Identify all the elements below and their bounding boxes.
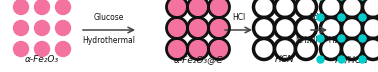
Circle shape: [321, 39, 341, 59]
Circle shape: [254, 17, 274, 39]
Circle shape: [341, 17, 363, 39]
Circle shape: [274, 39, 296, 59]
Circle shape: [166, 17, 187, 39]
Circle shape: [56, 41, 71, 57]
Circle shape: [254, 39, 274, 59]
Circle shape: [338, 35, 345, 42]
Circle shape: [363, 0, 378, 17]
Circle shape: [166, 0, 187, 17]
Circle shape: [254, 0, 274, 17]
Circle shape: [317, 35, 324, 42]
Circle shape: [296, 17, 316, 39]
Circle shape: [14, 0, 28, 14]
Circle shape: [34, 21, 50, 35]
Text: Glucose: Glucose: [94, 13, 124, 22]
Circle shape: [274, 0, 296, 17]
Circle shape: [338, 56, 345, 63]
Circle shape: [321, 0, 341, 17]
Circle shape: [187, 17, 209, 39]
Circle shape: [187, 0, 209, 17]
Text: Pd/HCN: Pd/HCN: [335, 56, 369, 65]
Circle shape: [341, 0, 363, 17]
Text: HCl: HCl: [232, 13, 245, 22]
Text: α-Fe₂O₃: α-Fe₂O₃: [25, 56, 59, 65]
Circle shape: [209, 0, 229, 17]
Circle shape: [209, 39, 229, 59]
Circle shape: [338, 14, 345, 21]
Circle shape: [321, 17, 341, 39]
Circle shape: [56, 0, 71, 14]
Circle shape: [296, 39, 316, 59]
Text: α-Fe₂O₃@C: α-Fe₂O₃@C: [173, 56, 223, 65]
Circle shape: [317, 56, 324, 63]
Circle shape: [341, 39, 363, 59]
Text: Hydrothermal: Hydrothermal: [82, 36, 135, 45]
Circle shape: [34, 41, 50, 57]
Circle shape: [359, 56, 366, 63]
Circle shape: [34, 0, 50, 14]
Circle shape: [14, 41, 28, 57]
Text: PdCl₂: PdCl₂: [309, 13, 329, 22]
Text: HCN: HCN: [275, 56, 295, 65]
Circle shape: [317, 14, 324, 21]
Circle shape: [363, 39, 378, 59]
Text: NH₂NH₂•H₂O: NH₂NH₂•H₂O: [295, 36, 343, 45]
Circle shape: [359, 14, 366, 21]
Circle shape: [56, 21, 71, 35]
Circle shape: [209, 17, 229, 39]
Circle shape: [166, 39, 187, 59]
Circle shape: [274, 17, 296, 39]
Circle shape: [363, 17, 378, 39]
Circle shape: [14, 21, 28, 35]
Circle shape: [359, 35, 366, 42]
Circle shape: [187, 39, 209, 59]
Circle shape: [296, 0, 316, 17]
